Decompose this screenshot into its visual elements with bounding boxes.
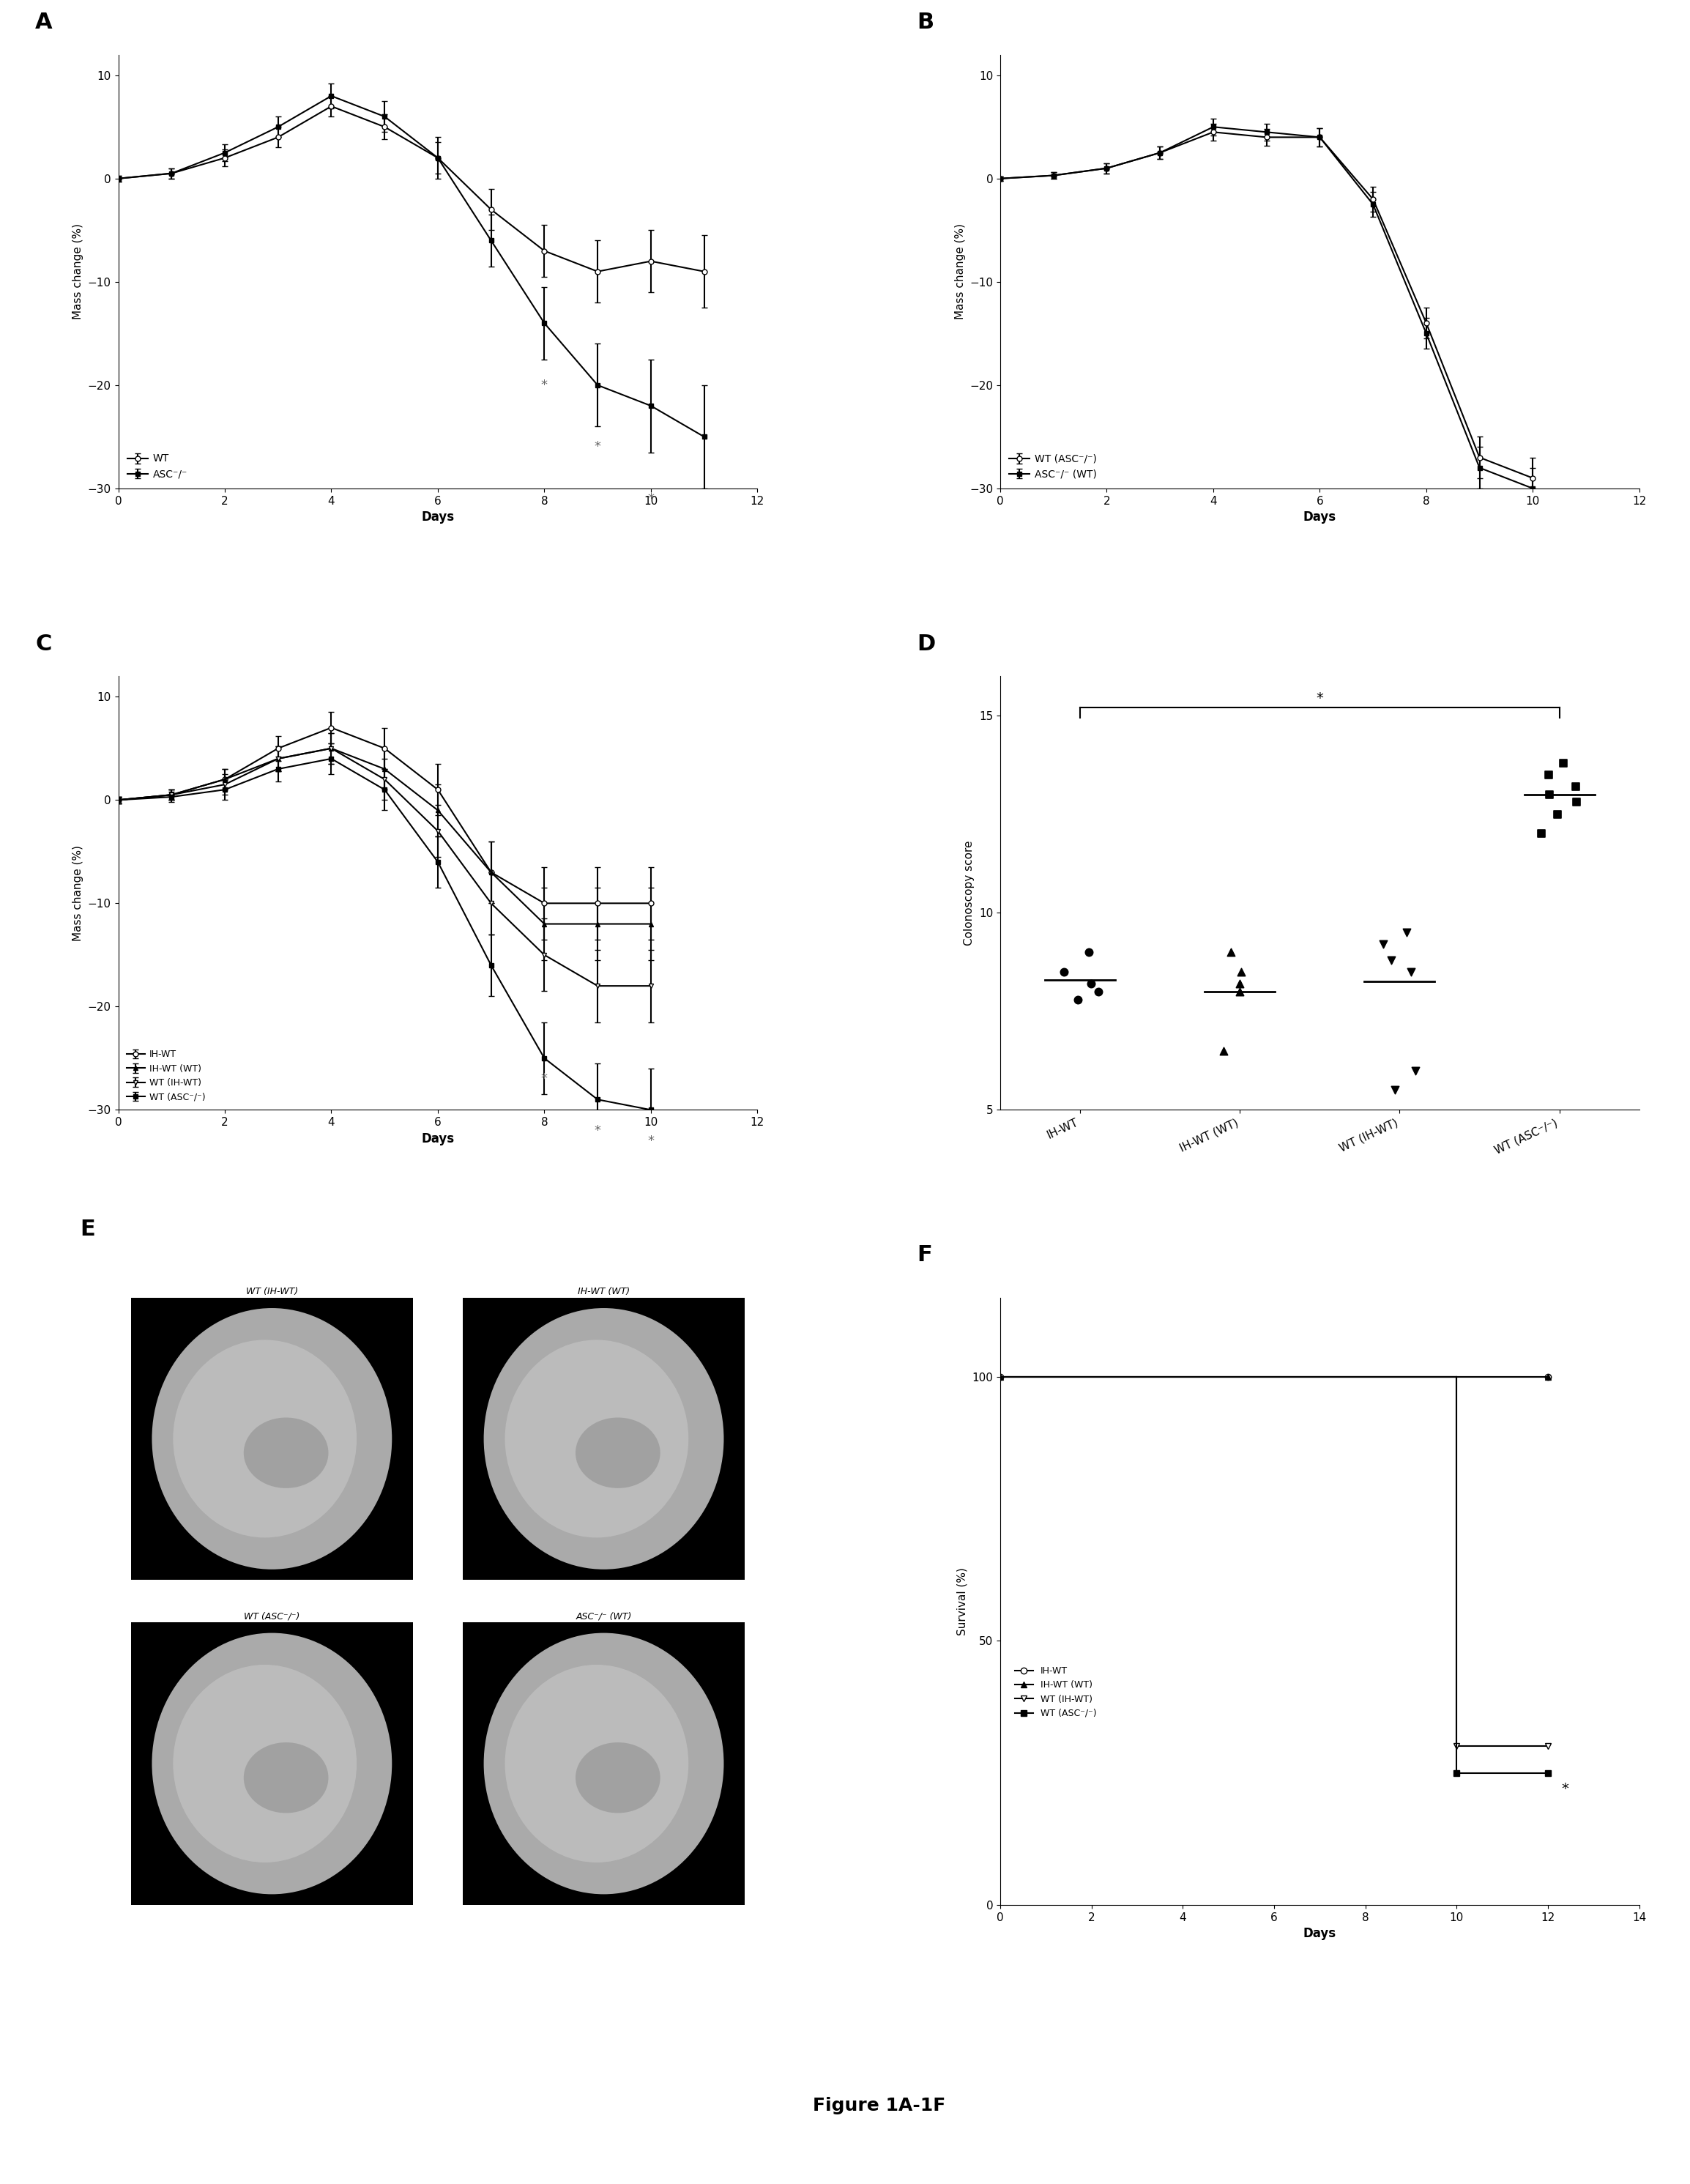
Text: F: F xyxy=(918,1245,933,1265)
Legend: WT, ASC⁻/⁻: WT, ASC⁻/⁻ xyxy=(123,450,191,483)
Text: *: * xyxy=(1317,692,1323,705)
Y-axis label: Mass change (%): Mass change (%) xyxy=(73,223,83,319)
Text: D: D xyxy=(918,633,936,655)
Point xyxy=(1085,974,1112,1009)
Point xyxy=(1217,935,1244,970)
Ellipse shape xyxy=(172,1339,357,1538)
WT (IH-WT) xyxy=(1538,1734,1558,1760)
Text: B: B xyxy=(918,11,935,33)
X-axis label: Days: Days xyxy=(1303,511,1337,524)
Text: *: * xyxy=(595,1125,602,1138)
Point xyxy=(1369,926,1396,961)
Point xyxy=(1051,954,1078,989)
Point xyxy=(1393,915,1420,950)
Text: *: * xyxy=(1562,1782,1568,1795)
Y-axis label: Survival (%): Survival (%) xyxy=(957,1568,968,1636)
Title: WT (ASC⁻/⁻): WT (ASC⁻/⁻) xyxy=(243,1612,299,1621)
Text: Figure 1A-1F: Figure 1A-1F xyxy=(813,2097,945,2114)
Title: WT (IH-WT): WT (IH-WT) xyxy=(245,1286,297,1297)
WT (ASC⁻/⁻) xyxy=(1447,1760,1467,1787)
Ellipse shape xyxy=(152,1308,392,1570)
WT (IH-WT) xyxy=(1447,1734,1467,1760)
WT (ASC⁻/⁻) xyxy=(1538,1760,1558,1787)
Point xyxy=(1210,1033,1237,1068)
Point xyxy=(1528,817,1555,852)
Text: *: * xyxy=(647,1133,654,1147)
Point xyxy=(1550,745,1577,780)
Point xyxy=(1077,965,1104,1000)
Point xyxy=(1401,1053,1428,1088)
Ellipse shape xyxy=(483,1634,723,1894)
Line: WT (ASC⁻/⁻): WT (ASC⁻/⁻) xyxy=(1453,1769,1551,1776)
Ellipse shape xyxy=(505,1339,688,1538)
Legend: IH-WT, IH-WT (WT), WT (IH-WT), WT (ASC⁻/⁻): IH-WT, IH-WT (WT), WT (IH-WT), WT (ASC⁻/… xyxy=(1011,1662,1100,1721)
Ellipse shape xyxy=(576,1743,661,1813)
Text: *: * xyxy=(541,378,548,391)
Text: *: * xyxy=(647,491,654,505)
Point xyxy=(1377,943,1404,978)
Text: *: * xyxy=(595,441,602,454)
Y-axis label: Mass change (%): Mass change (%) xyxy=(73,845,83,941)
Y-axis label: Colonoscopy score: Colonoscopy score xyxy=(963,841,975,946)
Point xyxy=(1227,965,1254,1000)
Text: C: C xyxy=(35,633,52,655)
Legend: IH-WT, IH-WT (WT), WT (IH-WT), WT (ASC⁻/⁻): IH-WT, IH-WT (WT), WT (IH-WT), WT (ASC⁻/… xyxy=(123,1046,210,1105)
Text: A: A xyxy=(35,11,52,33)
Ellipse shape xyxy=(152,1634,392,1894)
X-axis label: Days: Days xyxy=(1303,1926,1337,1939)
Line: WT (IH-WT): WT (IH-WT) xyxy=(1453,1743,1551,1749)
Point xyxy=(1563,784,1590,819)
Title: IH-WT (WT): IH-WT (WT) xyxy=(578,1286,630,1297)
Point xyxy=(1535,758,1562,793)
Point xyxy=(1563,769,1590,804)
Point xyxy=(1536,778,1563,812)
Point xyxy=(1075,935,1102,970)
Ellipse shape xyxy=(172,1664,357,1863)
Ellipse shape xyxy=(483,1308,723,1570)
X-axis label: Days: Days xyxy=(421,1131,455,1144)
Point xyxy=(1065,983,1092,1018)
Y-axis label: Mass change (%): Mass change (%) xyxy=(955,223,965,319)
Point xyxy=(1229,954,1256,989)
Point xyxy=(1227,974,1254,1009)
Ellipse shape xyxy=(243,1417,328,1487)
Ellipse shape xyxy=(576,1417,661,1487)
Point xyxy=(1545,797,1572,832)
X-axis label: Days: Days xyxy=(421,511,455,524)
Ellipse shape xyxy=(505,1664,688,1863)
Ellipse shape xyxy=(243,1743,328,1813)
Text: *: * xyxy=(541,1072,548,1085)
Point xyxy=(1398,954,1425,989)
Legend: WT (ASC⁻/⁻), ASC⁻/⁻ (WT): WT (ASC⁻/⁻), ASC⁻/⁻ (WT) xyxy=(1006,450,1100,483)
Title: ASC⁻/⁻ (WT): ASC⁻/⁻ (WT) xyxy=(576,1612,632,1621)
Text: E: E xyxy=(79,1219,95,1241)
Point xyxy=(1381,1072,1408,1107)
